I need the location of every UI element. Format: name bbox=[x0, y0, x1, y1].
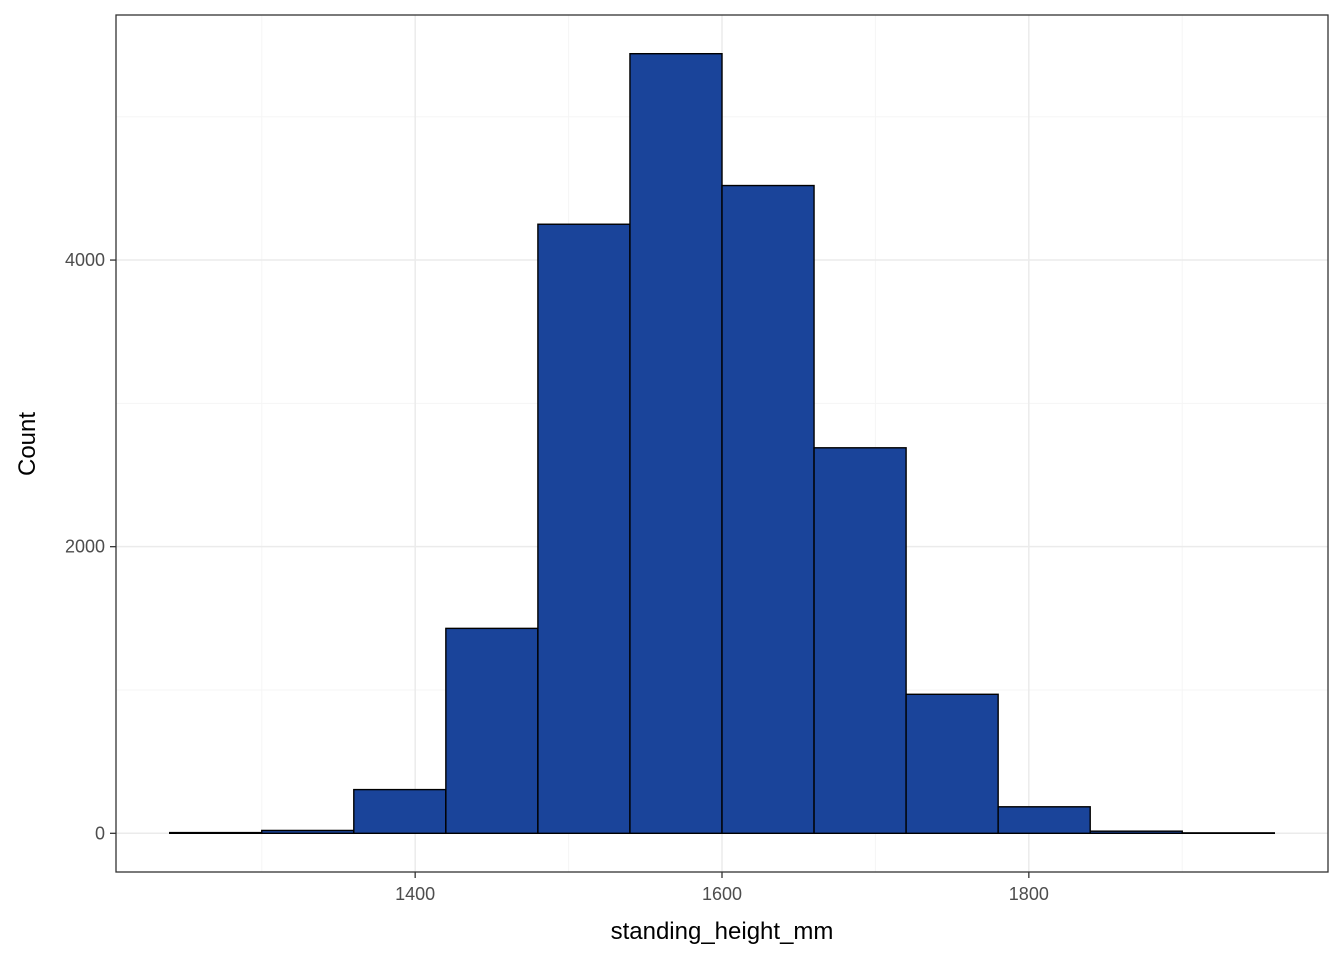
y-axis-title: Count bbox=[14, 412, 41, 476]
histogram-bar bbox=[629, 52, 723, 835]
y-axis: 0 2000 4000 bbox=[65, 250, 116, 843]
histogram-bar bbox=[1089, 830, 1183, 835]
histogram-bar bbox=[721, 184, 815, 835]
histogram-bar bbox=[261, 829, 355, 835]
histogram-bar bbox=[353, 788, 447, 835]
y-tick-label: 4000 bbox=[65, 250, 105, 270]
x-tick-label: 1600 bbox=[702, 884, 742, 904]
histogram-bars bbox=[168, 52, 1276, 835]
histogram-bar bbox=[997, 806, 1091, 835]
x-axis-title: standing_height_mm bbox=[611, 918, 834, 945]
x-tick-label: 1800 bbox=[1009, 884, 1049, 904]
histogram-bar bbox=[445, 627, 539, 835]
y-tick-label: 2000 bbox=[65, 537, 105, 557]
x-tick-label: 1400 bbox=[395, 884, 435, 904]
histogram-bar bbox=[537, 223, 631, 835]
histogram-bar bbox=[168, 831, 263, 835]
histogram-bar bbox=[905, 693, 999, 835]
y-tick-label: 0 bbox=[95, 823, 105, 843]
histogram-bar bbox=[813, 447, 907, 835]
x-axis: 1400 1600 1800 bbox=[395, 872, 1049, 904]
